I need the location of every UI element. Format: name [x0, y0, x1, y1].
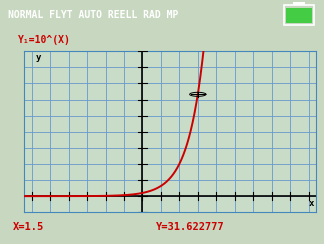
- Bar: [293, 2, 305, 5]
- Text: Y₁=10^(X): Y₁=10^(X): [18, 35, 71, 45]
- Bar: [286, 8, 312, 22]
- Text: X=1.5: X=1.5: [13, 222, 44, 232]
- Text: Y=31.622777: Y=31.622777: [156, 222, 224, 232]
- Text: x: x: [309, 199, 314, 208]
- Text: NORMAL FLYT AUTO REELL RAD MP: NORMAL FLYT AUTO REELL RAD MP: [8, 10, 179, 20]
- Text: y: y: [35, 53, 41, 62]
